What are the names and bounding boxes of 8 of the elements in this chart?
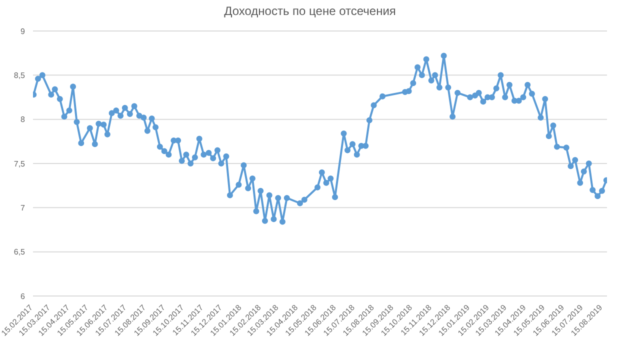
y-tick-label: 7,5 (14, 159, 26, 168)
y-tick-label: 9 (20, 26, 26, 36)
y-tick-label: 8 (20, 115, 26, 124)
y-tick-label: 8,5 (14, 71, 26, 80)
chart-title: Доходность по цене отсечения (223, 4, 397, 18)
y-tick-label: 6,5 (14, 248, 26, 257)
y-tick-label: 7 (20, 204, 26, 213)
y-tick-label: 6 (20, 292, 26, 301)
